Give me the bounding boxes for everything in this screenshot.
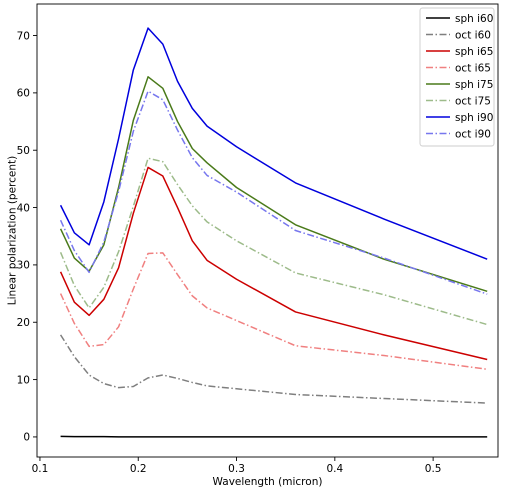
y-tick-label: 20 (17, 317, 30, 329)
legend-label: sph i90 (455, 112, 493, 124)
plot-lines (59, 27, 488, 438)
series-line-sph-i60 (60, 435, 488, 438)
legend-label: oct i60 (455, 29, 491, 41)
series-line-oct-i65 (59, 252, 488, 371)
x-tick-label: 0.4 (326, 463, 343, 475)
y-tick-label: 30 (17, 260, 30, 272)
legend-label: oct i90 (455, 128, 491, 140)
x-tick-label: 0.3 (228, 463, 245, 475)
legend-label: sph i60 (455, 13, 493, 25)
x-axis: 0.1 0.2 0.3 0.4 0.5 (32, 457, 442, 475)
x-axis-title: Wavelength (micron) (213, 476, 323, 488)
y-tick-label: 10 (17, 374, 30, 386)
series-line-oct-i60 (59, 334, 488, 404)
legend-label: oct i75 (455, 95, 491, 107)
legend-label: sph i65 (455, 46, 493, 58)
series-line-sph-i65 (59, 166, 488, 361)
y-tick-label: 0 (23, 432, 30, 444)
plot-frame (36, 3, 499, 458)
x-tick-label: 0.1 (32, 463, 49, 475)
series-line-oct-i75 (59, 157, 488, 326)
y-tick-label: 70 (17, 30, 30, 42)
y-tick-label: 50 (17, 145, 30, 157)
legend-label: oct i65 (455, 62, 491, 74)
legend-label: sph i75 (455, 79, 493, 91)
series-line-sph-i90 (59, 27, 488, 260)
x-tick-label: 0.5 (425, 463, 442, 475)
y-tick-label: 40 (17, 202, 30, 214)
x-tick-label: 0.2 (130, 463, 147, 475)
legend: sph i60 oct i60 sph i65 oct i65 sph i75 oct i… (419, 7, 495, 147)
series-line-oct-i90 (59, 90, 488, 295)
y-tick-label: 60 (17, 88, 30, 100)
y-axis-title: Linear polarization (percent) (7, 156, 19, 305)
y-axis: 0 10 20 30 40 50 60 70 (17, 30, 37, 444)
legend-box (419, 7, 495, 147)
